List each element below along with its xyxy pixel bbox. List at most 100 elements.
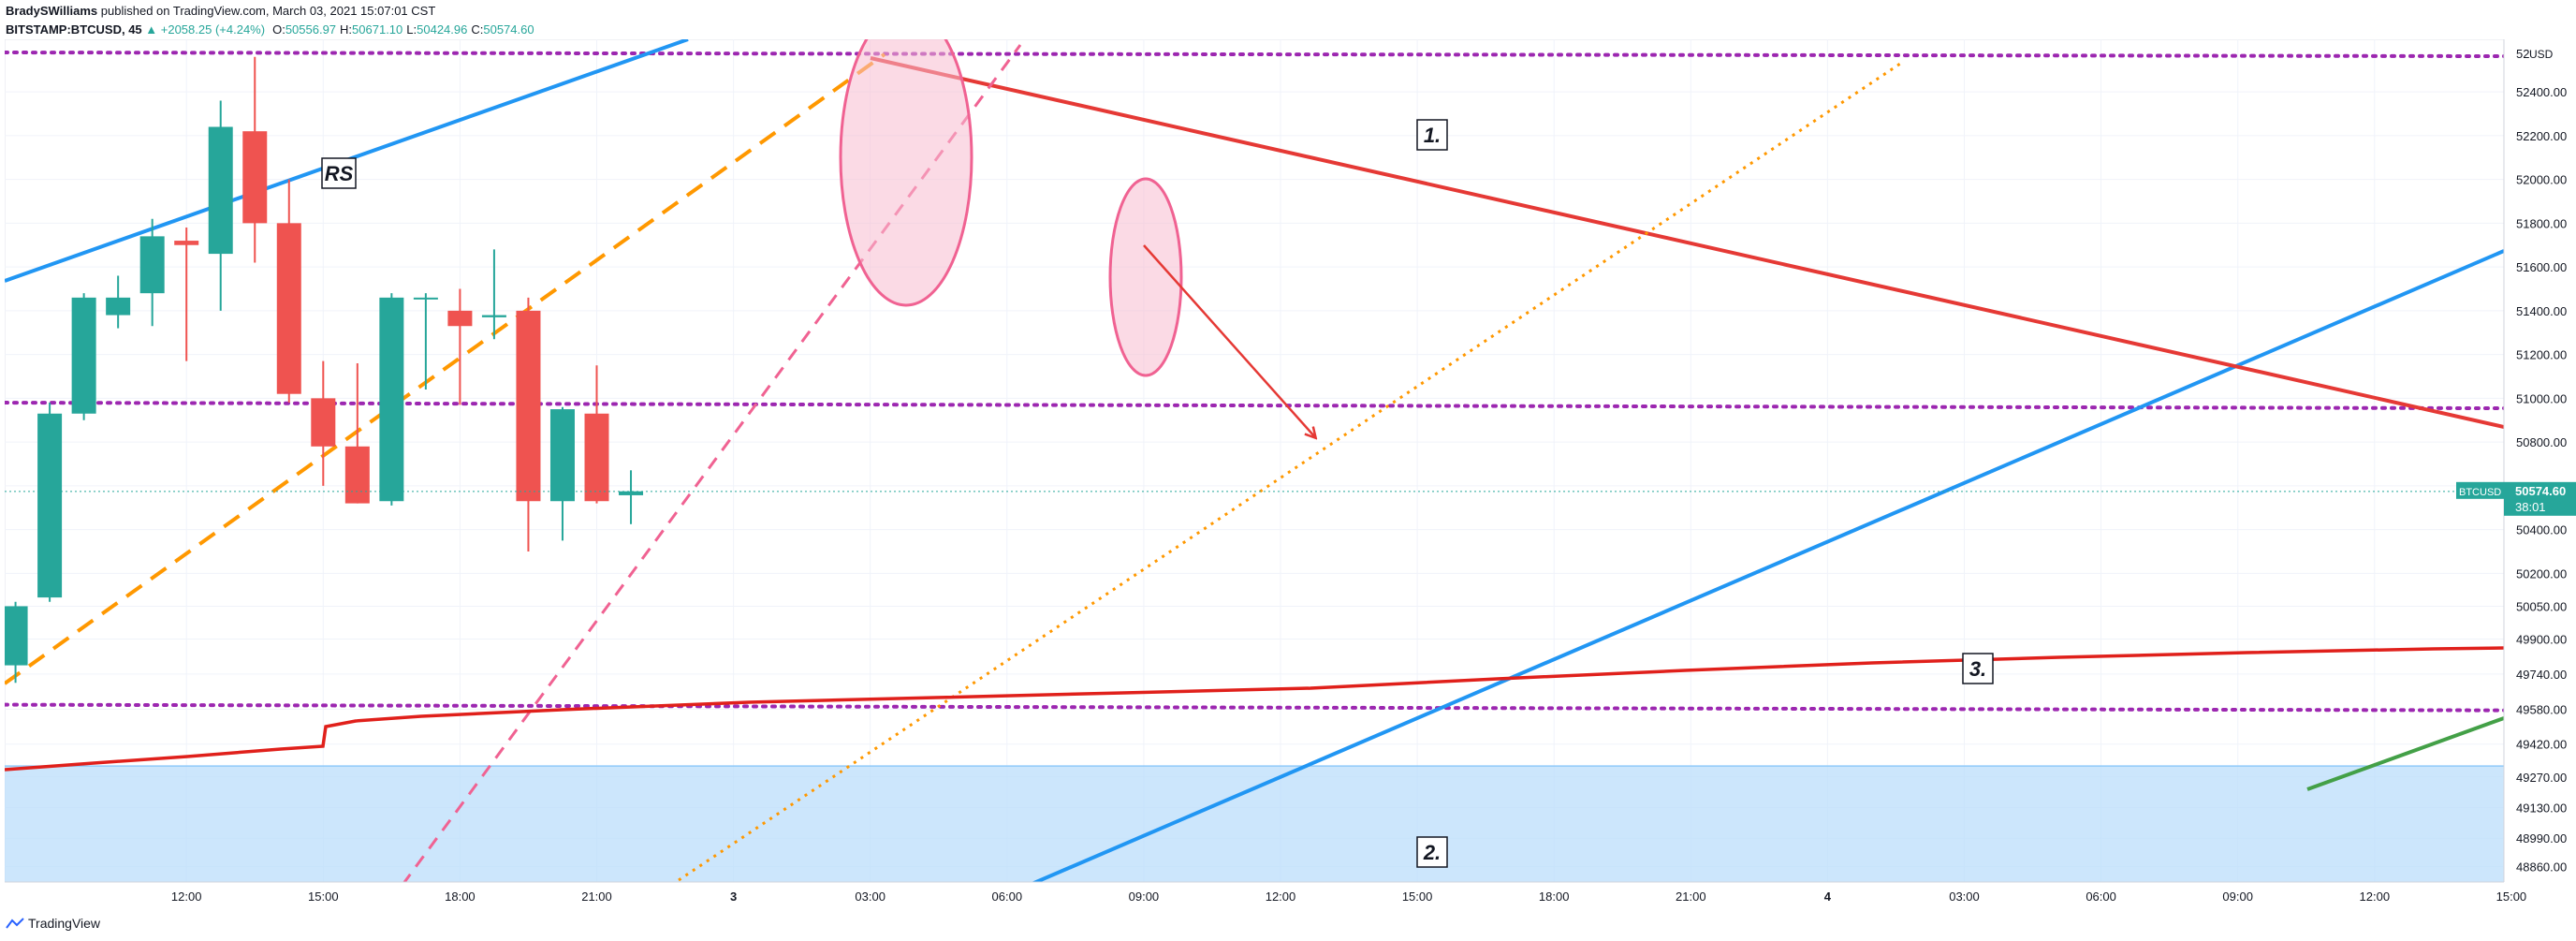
x-tick-label: 21:00 bbox=[1676, 890, 1706, 904]
tradingview-logo-icon bbox=[6, 918, 24, 929]
orange-dashed-trendline[interactable] bbox=[5, 52, 886, 685]
x-tick-label: 09:00 bbox=[1129, 890, 1160, 904]
drawing-labels: RS 1. 2. 3. bbox=[321, 119, 1994, 868]
candle-body[interactable] bbox=[139, 236, 165, 294]
candle-body[interactable] bbox=[413, 297, 438, 300]
candle-body[interactable] bbox=[242, 131, 268, 224]
candle-body[interactable] bbox=[71, 297, 96, 414]
y-tick-label: 48860.00 bbox=[2516, 860, 2567, 875]
high-label: H: bbox=[340, 22, 353, 37]
x-tick-label: 3 bbox=[730, 890, 737, 904]
y-tick-label: 49270.00 bbox=[2516, 771, 2567, 785]
footer: TradingView bbox=[6, 916, 100, 931]
descending-trendline[interactable] bbox=[870, 56, 2504, 429]
candle-body[interactable] bbox=[379, 297, 404, 502]
y-tick-label: 50200.00 bbox=[2516, 566, 2567, 581]
y-tick-label: 48990.00 bbox=[2516, 831, 2567, 845]
candle-body[interactable] bbox=[106, 297, 131, 316]
annotation-3-box[interactable] bbox=[1962, 653, 1994, 684]
y-tick-label: 51000.00 bbox=[2516, 391, 2567, 405]
currency-label[interactable]: USD bbox=[2529, 48, 2554, 61]
y-tick-label: 51800.00 bbox=[2516, 216, 2567, 230]
candle-body[interactable] bbox=[4, 606, 28, 666]
x-tick-label: 09:00 bbox=[2222, 890, 2253, 904]
x-tick-label: 06:00 bbox=[2086, 890, 2116, 904]
y-tick-label: 49740.00 bbox=[2516, 668, 2567, 682]
annotation-1-text: 1. bbox=[1424, 124, 1441, 147]
candle-body[interactable] bbox=[447, 310, 473, 327]
price-badge[interactable] bbox=[2504, 481, 2576, 516]
candle-body[interactable] bbox=[37, 413, 63, 598]
annotation-2-box[interactable] bbox=[1416, 836, 1448, 868]
chart-header: BradySWilliams published on TradingView.… bbox=[6, 2, 2439, 39]
y-tick-label: 52400.00 bbox=[2516, 85, 2567, 99]
publish-info: BradySWilliams published on TradingView.… bbox=[6, 2, 2439, 21]
close-value: 50574.60 bbox=[483, 22, 534, 37]
y-tick-label: 52200.00 bbox=[2516, 129, 2567, 143]
y-tick-label: 51400.00 bbox=[2516, 304, 2567, 318]
x-tick-label: 12:00 bbox=[2360, 890, 2391, 904]
annotation-3-text: 3. bbox=[1969, 657, 1986, 681]
symbol-badge-label: BTCUSD bbox=[2459, 487, 2501, 498]
x-tick-label: 18:00 bbox=[1539, 890, 1570, 904]
candle-body[interactable] bbox=[584, 413, 609, 502]
x-tick-label: 15:00 bbox=[308, 890, 339, 904]
candle-body[interactable] bbox=[549, 409, 575, 502]
low-label: L: bbox=[406, 22, 417, 37]
candle-body[interactable] bbox=[311, 398, 336, 447]
open-label: O: bbox=[272, 22, 285, 37]
y-tick-label: 52000.00 bbox=[2516, 173, 2567, 187]
projection-arrow[interactable] bbox=[1143, 244, 1315, 437]
candle-body[interactable] bbox=[174, 241, 199, 245]
x-tick-label: 15:00 bbox=[1402, 890, 1433, 904]
x-tick-label: 21:00 bbox=[581, 890, 612, 904]
publisher-name[interactable]: BradySWilliams bbox=[6, 4, 98, 18]
countdown-value: 38:01 bbox=[2515, 500, 2546, 514]
symbol-label[interactable]: BITSTAMP:BTCUSD, 45 bbox=[6, 22, 142, 37]
ohlc-legend: BITSTAMP:BTCUSD, 45 ▲ +2058.25 (+4.24%) O… bbox=[6, 21, 2439, 39]
x-tick-label: 03:00 bbox=[855, 890, 886, 904]
candle-body[interactable] bbox=[208, 126, 233, 255]
open-value: 50556.97 bbox=[285, 22, 337, 37]
rising-trendline[interactable] bbox=[1030, 249, 2504, 885]
y-tick-label: 50050.00 bbox=[2516, 599, 2567, 613]
x-tick-label: 18:00 bbox=[445, 890, 476, 904]
moving-average-line[interactable] bbox=[5, 646, 2504, 772]
x-tick-label: 4 bbox=[1824, 890, 1832, 904]
annotation-2-text: 2. bbox=[1423, 841, 1441, 864]
candle-body[interactable] bbox=[276, 223, 301, 394]
change-value: ▲ +2058.25 (+4.24%) bbox=[145, 22, 266, 37]
highlight-ellipse-1[interactable] bbox=[839, 9, 973, 307]
candle-body[interactable] bbox=[481, 315, 506, 317]
x-tick-label: 03:00 bbox=[1949, 890, 1980, 904]
pink-dashed-trendline[interactable] bbox=[402, 44, 1022, 885]
axes: 52400.00 52200.00 52000.00 51800.00 51600.00… bbox=[5, 39, 2576, 904]
candle-body[interactable] bbox=[619, 491, 644, 495]
publish-text: published on TradingView.com, March 03, … bbox=[100, 4, 436, 18]
x-tick-label: 12:00 bbox=[171, 890, 202, 904]
y-tick-label: 50800.00 bbox=[2516, 435, 2567, 449]
highlight-ellipse-2[interactable] bbox=[1108, 177, 1183, 377]
close-label: C: bbox=[471, 22, 484, 37]
y-tick-label: 51600.00 bbox=[2516, 260, 2567, 274]
orange-dotted-trendline[interactable] bbox=[678, 62, 1901, 882]
y-tick-label: 49130.00 bbox=[2516, 801, 2567, 816]
candle-body[interactable] bbox=[344, 446, 370, 504]
x-tick-label: 12:00 bbox=[1266, 890, 1296, 904]
tradingview-brand[interactable]: TradingView bbox=[28, 916, 101, 931]
candle-body[interactable] bbox=[516, 310, 541, 502]
symbol-badge[interactable] bbox=[2456, 481, 2504, 499]
y-tick-label: 50400.00 bbox=[2516, 523, 2567, 537]
x-tick-label: 06:00 bbox=[992, 890, 1023, 904]
annotation-rs-box[interactable] bbox=[321, 157, 357, 189]
y-tick-label-partial: 52 bbox=[2516, 47, 2529, 61]
plot-area[interactable] bbox=[0, 9, 2576, 902]
annotation-rs-text: RS bbox=[325, 162, 354, 185]
demand-zone[interactable] bbox=[5, 766, 2504, 882]
y-tick-label: 49580.00 bbox=[2516, 702, 2567, 716]
green-trendline[interactable] bbox=[2306, 716, 2504, 791]
x-tick-label: 15:00 bbox=[2496, 890, 2527, 904]
price-badge-value: 50574.60 bbox=[2515, 484, 2566, 498]
annotation-1-box[interactable] bbox=[1416, 119, 1448, 151]
